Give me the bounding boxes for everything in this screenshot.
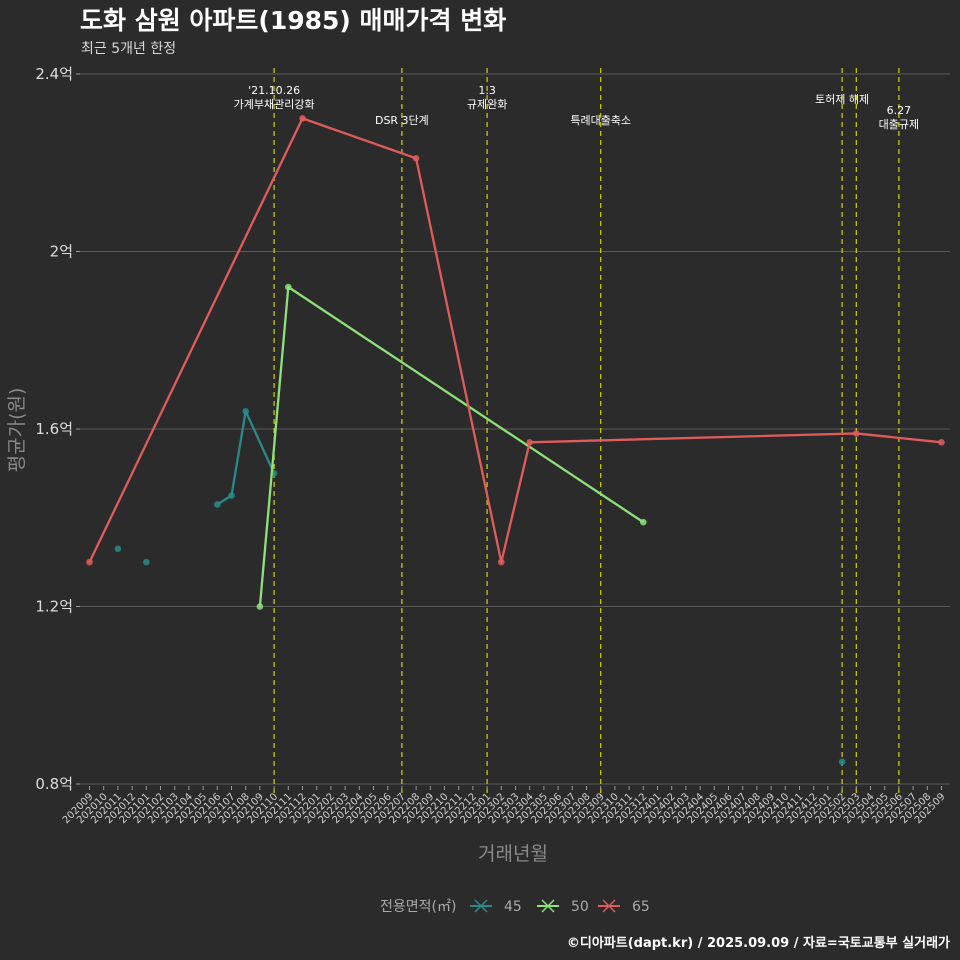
- data-point: [114, 545, 122, 553]
- x-axis-title: 거래년월: [478, 843, 548, 865]
- legend-title: 전용면적(㎡): [380, 899, 456, 915]
- data-point: [838, 758, 846, 766]
- data-point: [242, 407, 249, 415]
- data-point: [285, 283, 292, 291]
- data-point: [228, 492, 235, 499]
- event-label: 토허제 해제: [815, 92, 869, 106]
- chart-subtitle: 최근 5개년 한정: [81, 41, 176, 57]
- data-point: [143, 558, 150, 566]
- data-point: [853, 430, 860, 437]
- event-label: 1.3 규제완화: [467, 84, 507, 111]
- data-point: [256, 603, 264, 610]
- series-line: [258, 285, 644, 607]
- grid: [80, 73, 950, 785]
- legend-key-mark: [602, 899, 616, 913]
- caption: ©디아파트(dapt.kr) / 2025.09.09 / 자료=국토교통부 실…: [567, 935, 950, 951]
- series-50: [256, 283, 647, 610]
- y-tick-label: 2억: [50, 243, 73, 261]
- x-axis-ticks: 2020092020102020112020122021012021022021…: [61, 786, 948, 826]
- y-axis-title: 평균가(원): [6, 388, 28, 473]
- event-label: DSR 3단계: [375, 114, 429, 127]
- y-tick-label: 0.8억: [35, 775, 73, 793]
- data-point: [299, 115, 306, 122]
- series-line: [216, 410, 276, 506]
- legend-label: 65: [632, 899, 650, 915]
- legend: 전용면적(㎡) 45 50 65: [380, 899, 650, 915]
- event-label: 6.27 대출규제: [879, 104, 919, 131]
- data-point: [412, 155, 420, 162]
- data-point: [640, 518, 647, 526]
- legend-label: 50: [571, 899, 589, 915]
- data-point: [938, 439, 945, 446]
- chart-title: 도화 삼원 아파트(1985) 매매가격 변화: [80, 6, 506, 35]
- legend-key-mark: [541, 899, 555, 913]
- series-lines: [86, 115, 945, 766]
- data-point: [86, 558, 93, 566]
- data-point: [526, 439, 533, 446]
- legend-label: 45: [504, 899, 522, 915]
- data-point: [214, 501, 221, 508]
- event-label: '21.10.26 가계부채관리강화: [234, 84, 315, 111]
- data-point: [498, 558, 505, 566]
- series-65: [86, 115, 945, 566]
- legend-key-mark: [474, 899, 488, 913]
- y-tick-label: 2.4억: [35, 65, 73, 83]
- y-tick-label: 1.2억: [35, 598, 73, 616]
- y-tick-label: 1.6억: [35, 420, 73, 438]
- series-line: [88, 117, 942, 564]
- y-axis-ticks: 0.8억 1.2억 1.6억 2억 2.4억: [35, 65, 80, 793]
- event-label: 특례대출축소: [570, 114, 631, 127]
